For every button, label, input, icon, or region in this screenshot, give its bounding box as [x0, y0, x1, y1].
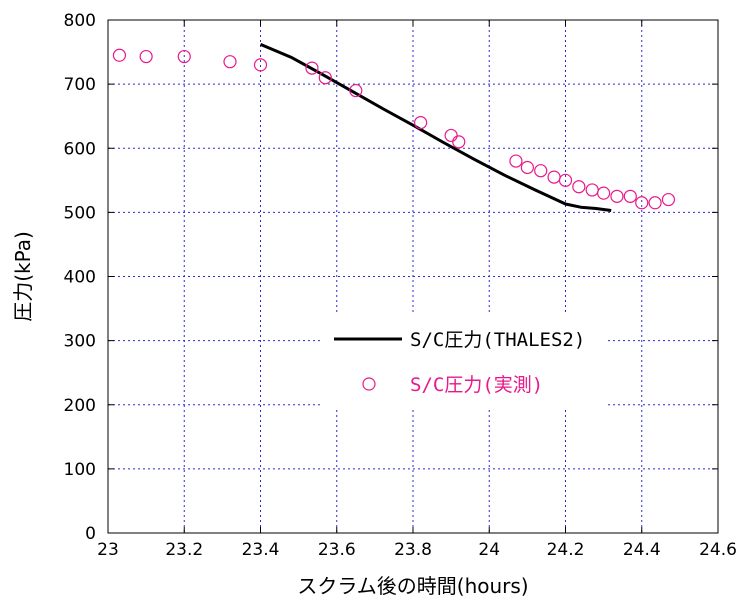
x-tick-label: 24 — [478, 540, 500, 560]
grid — [108, 20, 718, 533]
x-tick-label: 24.4 — [623, 540, 661, 560]
data-point-measured — [318, 71, 332, 85]
x-tick-label: 23.4 — [242, 540, 280, 560]
x-tick-label: 23 — [97, 540, 119, 560]
y-tick-label: 700 — [64, 75, 96, 95]
x-tick-label: 23.8 — [394, 540, 432, 560]
data-point-measured — [253, 58, 268, 72]
data-point-measured — [223, 55, 237, 69]
data-point-measured — [305, 61, 319, 75]
data-point-measured — [547, 170, 561, 184]
data-point-measured — [610, 189, 624, 203]
y-tick-label: 500 — [64, 203, 96, 223]
y-tick-label: 300 — [64, 332, 96, 352]
data-point-measured — [139, 49, 153, 64]
legend-marker-swatch — [362, 377, 376, 391]
y-tick-label: 600 — [64, 139, 96, 159]
x-tick-label: 23.2 — [165, 540, 203, 560]
x-tick-label: 24.6 — [699, 540, 737, 560]
legend: S/C圧力(THALES2) S/C圧力(実測) — [320, 314, 606, 410]
data-point-measured — [177, 49, 191, 64]
data-point-measured — [444, 128, 458, 143]
data-point-measured — [648, 196, 662, 210]
data-point-measured — [112, 48, 127, 62]
x-axis-tick-labels: 23 23.2 23.4 23.6 23.8 24 24.2 24.4 24.6 — [97, 540, 737, 560]
data-point-measured — [597, 186, 611, 200]
data-point-measured — [414, 115, 428, 130]
series-layer — [112, 43, 676, 212]
data-point-measured — [623, 189, 637, 203]
y-tick-label: 0 — [85, 524, 96, 544]
x-axis-title: スクラム後の時間(hours) — [297, 574, 528, 598]
tick-marks — [107, 19, 719, 534]
data-point-measured — [635, 196, 649, 210]
data-point-measured — [661, 192, 676, 207]
legend-background — [320, 314, 606, 410]
data-point-measured — [452, 135, 466, 149]
data-point-measured — [585, 183, 599, 197]
y-tick-label: 800 — [64, 11, 96, 31]
legend-label-measured: S/C圧力(実測) — [410, 374, 543, 396]
legend-label-thales2: S/C圧力(THALES2) — [410, 329, 585, 351]
data-point-measured — [509, 154, 523, 168]
x-tick-label: 23.6 — [318, 540, 356, 560]
data-point-measured — [558, 173, 573, 187]
y-axis-title: 圧力(kPa) — [11, 231, 35, 322]
y-tick-label: 400 — [64, 268, 96, 288]
data-point-measured — [572, 180, 586, 194]
data-point-measured — [520, 160, 534, 175]
data-point-measured — [349, 83, 363, 98]
series-line-thales2 — [259, 43, 612, 212]
x-tick-label: 24.2 — [547, 540, 585, 560]
y-axis-tick-labels: 0 100 200 300 400 500 600 700 800 — [64, 11, 96, 544]
y-tick-label: 200 — [64, 396, 96, 416]
data-point-measured — [534, 164, 548, 178]
y-tick-label: 100 — [64, 460, 96, 480]
